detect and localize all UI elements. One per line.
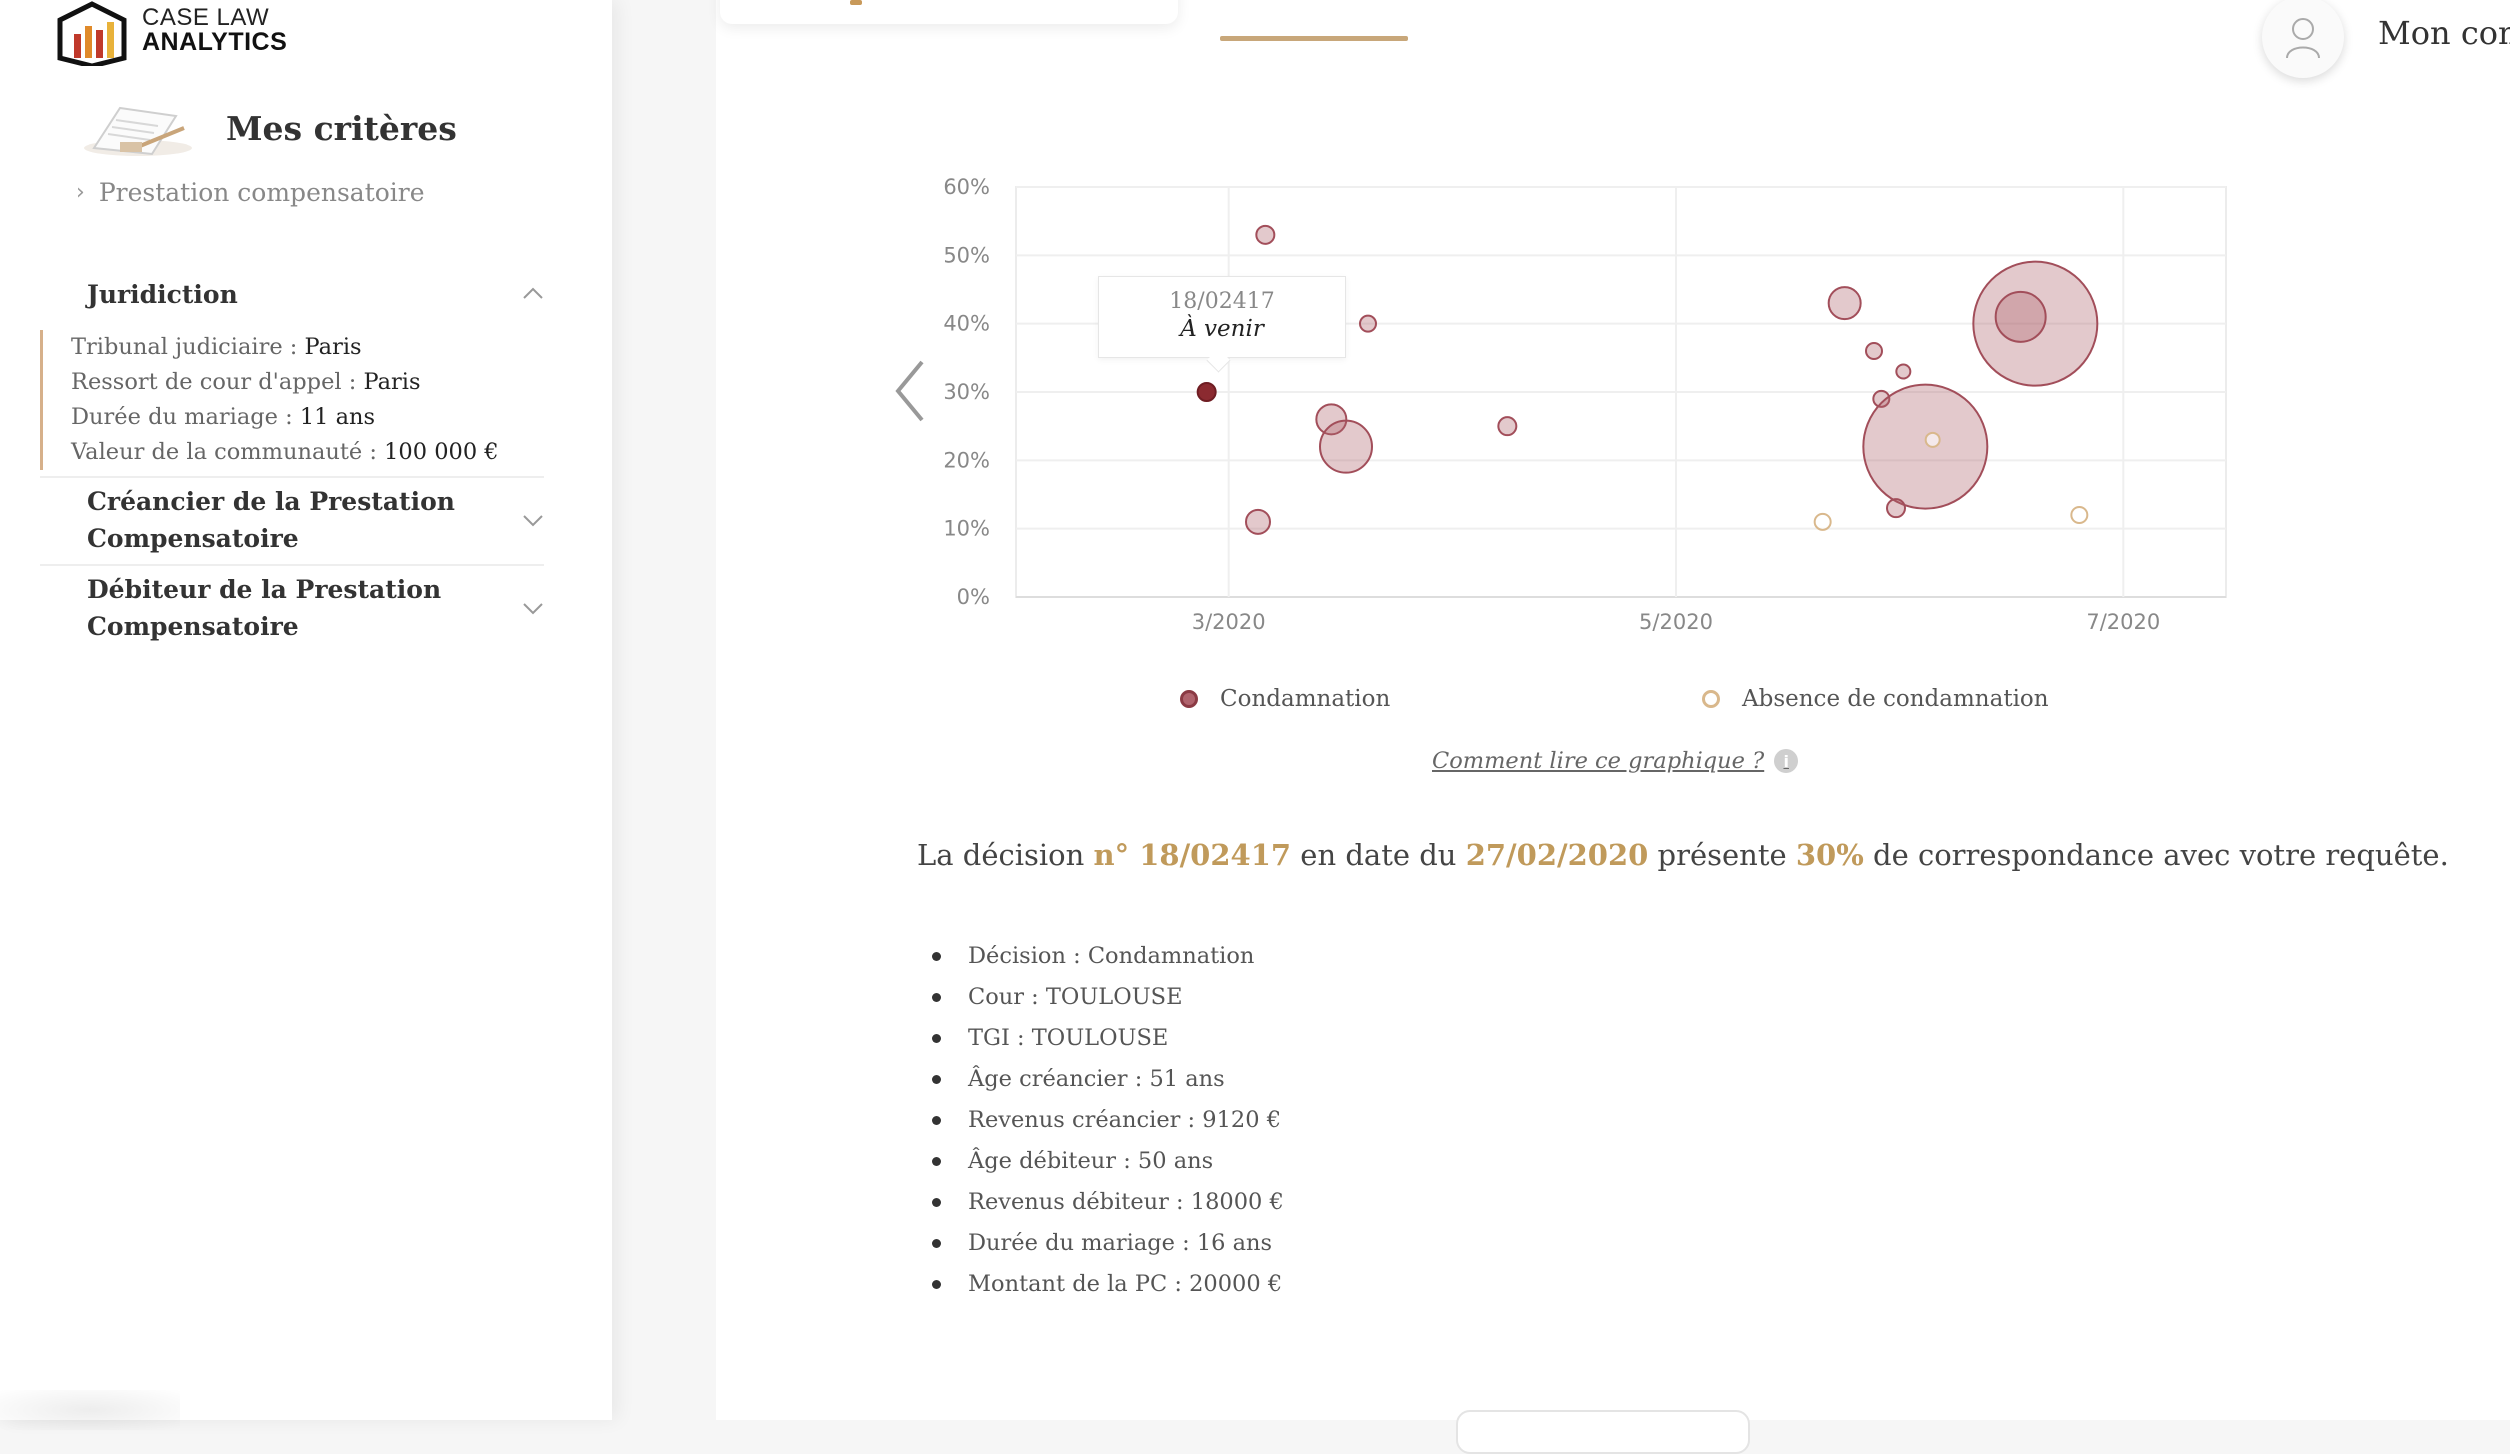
sidebar: CASE LAW ANALYTICS Mes critères › Presta… — [0, 0, 612, 1420]
divider — [40, 564, 544, 566]
y-tick-label: 50% — [943, 243, 990, 267]
list-item: Montant de la PC : 20000 € — [932, 1264, 1284, 1305]
match-percent: 30% — [1795, 838, 1864, 872]
divider — [40, 476, 544, 478]
tooltip-status: À venir — [1180, 316, 1264, 342]
section-debiteur[interactable]: Débiteur de la Prestation Compensatoire — [40, 571, 544, 645]
chevron-left-icon[interactable] — [890, 356, 930, 426]
y-tick-label: 40% — [943, 312, 990, 336]
bubble-condamnation — [1255, 224, 1276, 245]
accent-mark — [850, 0, 862, 5]
bubble-condamnation — [1994, 290, 2047, 343]
selected-point — [1196, 382, 1217, 402]
y-tick-label: 60% — [943, 175, 990, 199]
x-tick-label: 7/2020 — [2086, 610, 2160, 634]
logo[interactable]: CASE LAW ANALYTICS — [56, 0, 287, 66]
bubble-condamnation — [1319, 419, 1373, 474]
list-item: Âge créancier : 51 ans — [932, 1059, 1284, 1100]
y-tick-label: 30% — [943, 380, 990, 404]
user-icon — [2286, 18, 2320, 59]
legend-label: Condamnation — [1220, 686, 1391, 712]
tooltip-decision-number: 18/02417 — [1169, 289, 1275, 314]
bubble-condamnation — [1872, 389, 1891, 408]
account-avatar[interactable] — [2262, 0, 2344, 78]
y-tick-label: 0% — [957, 585, 990, 609]
bubble-absence — [1924, 431, 1941, 448]
account-label[interactable]: Mon com — [2378, 14, 2510, 52]
y-tick-label: 10% — [943, 517, 990, 541]
legend-swatch — [1180, 690, 1198, 708]
criterion-duree-mariage: Durée du mariage : 11 ans — [71, 404, 376, 430]
chart-tooltip: 18/02417 À venir — [1098, 276, 1346, 358]
how-to-read-link[interactable]: Comment lire ce graphique ? i — [1432, 748, 1799, 774]
bubble-condamnation — [1245, 508, 1271, 535]
breadcrumb-item: Prestation compensatoire — [98, 178, 425, 207]
section-creancier[interactable]: Créancier de la Prestation Compensatoire — [40, 483, 544, 557]
criterion-tribunal: Tribunal judiciaire : Paris — [71, 334, 362, 360]
list-item: Revenus créancier : 9120 € — [932, 1100, 1284, 1141]
criteria-header: Mes critères — [80, 96, 457, 160]
y-axis: 0% 10% 20% 30% 40% 50% 60% — [943, 175, 990, 609]
bubble-condamnation — [1315, 403, 1348, 436]
legend-swatch — [1702, 690, 1720, 708]
bubble-condamnation — [1886, 498, 1906, 519]
tab-underline — [1220, 36, 1408, 41]
chart-grid — [1015, 186, 2227, 598]
chart-bubbles — [1196, 224, 2099, 535]
list-item: Durée du mariage : 16 ans — [932, 1223, 1284, 1264]
logo-line1: CASE LAW — [142, 4, 270, 31]
shadow — [0, 1390, 180, 1430]
section-title: Créancier de la Prestation Compensatoire — [87, 487, 455, 553]
decision-details: Décision : Condamnation Cour : TOULOUSE … — [932, 936, 1284, 1305]
legend-label: Absence de condamnation — [1742, 686, 2049, 712]
criterion-cour-appel: Ressort de cour d'appel : Paris — [71, 369, 421, 395]
decision-date: 27/02/2020 — [1465, 838, 1649, 872]
legend-item-condamnation[interactable]: Condamnation — [1180, 686, 1390, 712]
legend-item-absence[interactable]: Absence de condamnation — [1702, 686, 2049, 712]
list-item: Cour : TOULOUSE — [932, 977, 1284, 1018]
list-item: TGI : TOULOUSE — [932, 1018, 1284, 1059]
logo-icon — [57, 1, 127, 66]
chevron-right-icon: › — [76, 180, 85, 205]
list-item: Décision : Condamnation — [932, 936, 1284, 977]
decision-summary: La décision n° 18/02417 en date du 27/02… — [917, 838, 2449, 872]
bubble-absence — [2070, 506, 2089, 524]
bottom-button[interactable] — [1456, 1410, 1750, 1454]
bubble-absence — [1813, 512, 1832, 531]
bubble-condamnation — [1359, 314, 1377, 333]
bubble-condamnation — [1497, 416, 1518, 437]
list-item: Revenus débiteur : 18000 € — [932, 1182, 1284, 1223]
criteria-title: Mes critères — [226, 108, 457, 148]
x-tick-label: 3/2020 — [1192, 610, 1266, 634]
bubble-condamnation — [1972, 260, 2099, 387]
breadcrumb[interactable]: › Prestation compensatoire — [76, 178, 425, 207]
bubble-condamnation — [1865, 342, 1883, 360]
section-title: Débiteur de la Prestation Compensatoire — [87, 575, 442, 641]
x-tick-label: 5/2020 — [1639, 610, 1713, 634]
bubble-condamnation — [1895, 363, 1912, 380]
chevron-down-icon[interactable] — [522, 509, 544, 531]
info-icon[interactable]: i — [1774, 749, 1799, 773]
logo-line2: ANALYTICS — [142, 28, 288, 56]
bubble-condamnation — [1862, 383, 1989, 510]
chevron-up-icon[interactable] — [522, 282, 544, 304]
bubble-condamnation — [1827, 286, 1862, 321]
x-axis: 3/2020 5/2020 7/2020 — [1192, 610, 2161, 634]
section-juridiction[interactable]: Juridiction — [40, 274, 544, 313]
decision-number[interactable]: n° 18/02417 — [1093, 838, 1292, 872]
bubble-chart[interactable]: 0% 10% 20% 30% 40% 50% 60% 3/2020 5/2020 7/2020 — [716, 150, 2316, 730]
summary-card[interactable] — [720, 0, 1178, 24]
criterion-valeur-communaute: Valeur de la communauté : 100 000 € — [71, 439, 499, 465]
criteria-document-icon — [84, 106, 192, 156]
juridiction-criteria: Tribunal judiciaire : Paris Ressort de c… — [40, 330, 499, 470]
list-item: Âge débiteur : 50 ans — [932, 1141, 1284, 1182]
section-title: Juridiction — [87, 280, 238, 309]
y-tick-label: 20% — [943, 448, 990, 472]
chevron-down-icon[interactable] — [522, 597, 544, 619]
